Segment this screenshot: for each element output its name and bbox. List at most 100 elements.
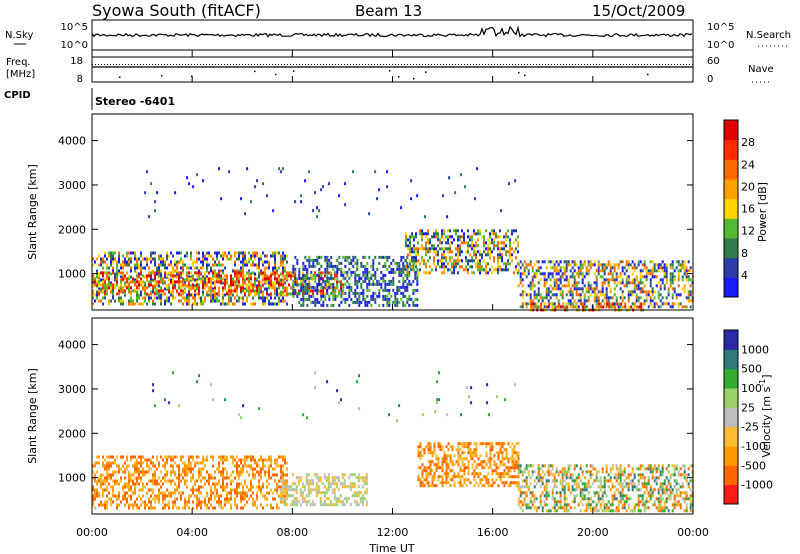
echo-cell — [286, 479, 288, 483]
echo-cell — [561, 290, 564, 294]
echo-cell — [150, 479, 152, 483]
echo-cell — [198, 274, 200, 278]
echo-cell — [557, 287, 560, 291]
echo-cell — [605, 287, 608, 291]
echo-cell — [280, 283, 282, 287]
echo-cell — [525, 464, 528, 468]
echo-cell — [222, 293, 224, 297]
echo-cell — [495, 466, 498, 470]
echo-cell — [160, 455, 162, 459]
echo-cell — [469, 448, 472, 452]
echo-cell — [489, 247, 491, 251]
echo-cell — [144, 286, 146, 290]
echo-cell — [461, 451, 464, 455]
echo-cell — [172, 503, 174, 507]
echo-cell — [283, 485, 286, 489]
echo-cell — [270, 461, 272, 465]
echo-cell — [587, 269, 590, 273]
echo-cell — [324, 255, 327, 259]
echo-cell — [538, 305, 541, 309]
echo-cell — [222, 470, 224, 474]
echo-cell — [402, 300, 405, 304]
echo-cell — [529, 482, 532, 486]
echo-cell — [162, 497, 164, 501]
echo-cell — [198, 503, 200, 507]
echo-cell — [281, 485, 284, 489]
echo-cell — [240, 506, 242, 510]
echo-cell — [222, 257, 224, 261]
echo-cell — [469, 244, 471, 248]
echo-cell — [439, 475, 442, 479]
echo-cell — [116, 503, 118, 507]
echo-cell — [274, 497, 276, 501]
echo-cell — [152, 269, 154, 273]
echo-cell — [497, 451, 500, 455]
echo-cell — [354, 288, 357, 292]
echo-cell — [204, 254, 206, 258]
echo-cell — [268, 266, 270, 270]
echo-cell — [228, 287, 230, 291]
echo-cell — [218, 167, 221, 171]
echo-cell — [194, 488, 196, 492]
echo-cell — [100, 485, 102, 489]
echo-cell — [439, 265, 441, 269]
echo-cell — [252, 289, 254, 293]
echo-cell — [503, 463, 506, 467]
echo-cell — [607, 278, 610, 282]
echo-cell — [240, 482, 242, 486]
echo-cell — [669, 263, 672, 267]
echo-cell — [471, 244, 473, 248]
echo-cell — [168, 479, 170, 483]
echo-cell — [202, 257, 204, 261]
echo-cell — [413, 250, 415, 254]
echo-cell — [493, 229, 495, 233]
echo-cell — [475, 256, 477, 260]
echo-cell — [248, 251, 250, 255]
echo-cell — [192, 467, 194, 471]
echo-cell — [368, 276, 371, 280]
echo-cell — [166, 458, 168, 462]
echo-cell — [665, 281, 668, 285]
nave-dot — [131, 64, 132, 65]
echo-cell — [102, 461, 104, 465]
echo-cell — [154, 302, 156, 306]
echo-cell — [535, 272, 538, 276]
echo-cell — [262, 494, 264, 498]
echo-cell — [150, 260, 152, 264]
echo-cell — [473, 271, 475, 275]
echo-cell — [234, 476, 236, 480]
echo-cell — [182, 289, 184, 293]
echo-cell — [325, 476, 328, 480]
echo-cell — [445, 256, 447, 260]
echo-cell — [485, 451, 488, 455]
echo-cell — [290, 271, 292, 275]
echo-cell — [102, 266, 104, 270]
echo-cell — [312, 261, 315, 265]
echo-cell — [128, 263, 130, 267]
echo-cell — [192, 485, 194, 489]
echo-cell — [580, 302, 583, 306]
echo-cell — [172, 277, 174, 281]
echo-cell — [98, 283, 100, 287]
nave-dot — [425, 64, 426, 65]
echo-cell — [374, 297, 377, 301]
echo-cell — [264, 299, 266, 303]
echo-cell — [324, 274, 326, 278]
echo-cell — [108, 464, 110, 468]
echo-cell — [260, 271, 262, 275]
echo-cell — [665, 269, 668, 273]
echo-cell — [517, 488, 520, 492]
echo-cell — [154, 476, 156, 480]
echo-cell — [378, 261, 381, 265]
echo-cell — [202, 263, 204, 267]
echo-cell — [499, 451, 502, 455]
echo-cell — [98, 254, 100, 258]
echo-cell — [627, 260, 630, 264]
nave-dot — [191, 64, 192, 65]
echo-cell — [585, 290, 588, 294]
echo-cell — [425, 481, 428, 485]
echo-cell — [479, 229, 481, 233]
echo-cell — [384, 273, 387, 277]
echo-cell — [174, 191, 177, 195]
echo-cell — [307, 491, 310, 495]
